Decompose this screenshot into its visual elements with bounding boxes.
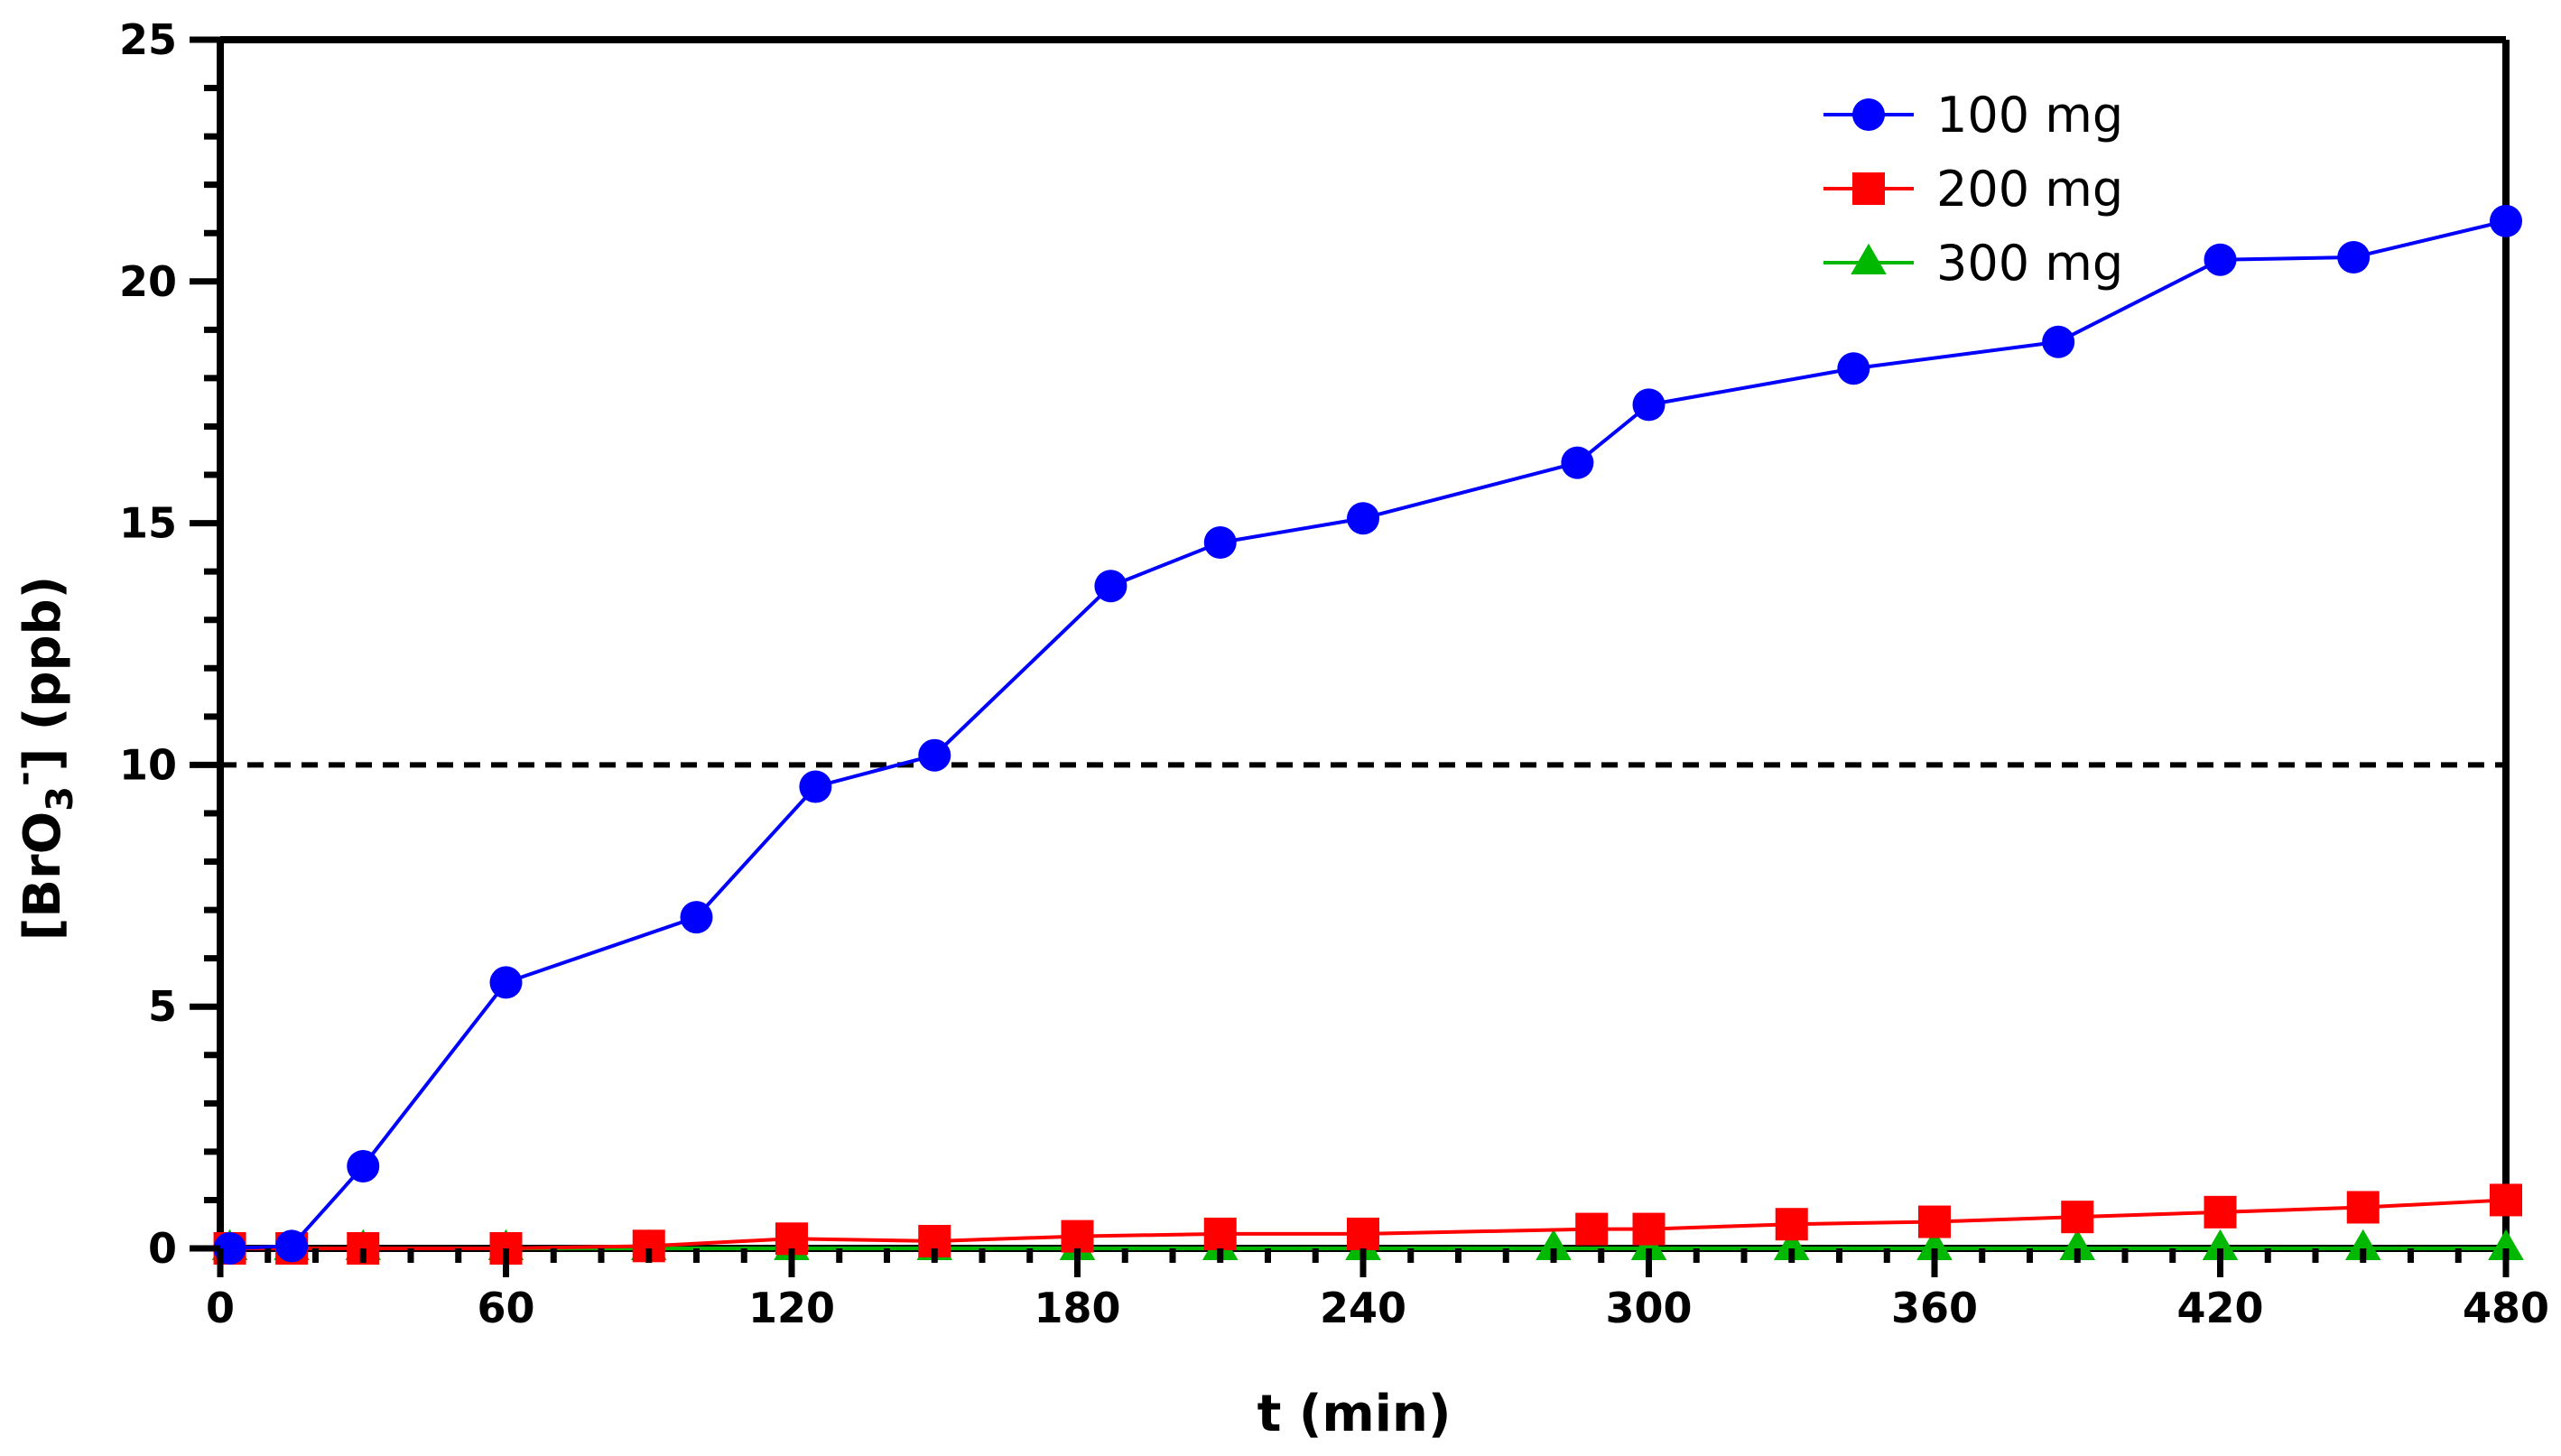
data-point [1561, 446, 1594, 479]
data-point [1347, 502, 1379, 535]
data-point [2061, 1201, 2094, 1234]
data-point [918, 738, 951, 772]
y-tick-label: 20 [119, 257, 177, 306]
data-point [2337, 241, 2371, 274]
legend-label: 300 mg [1936, 235, 2123, 292]
legend-label: 200 mg [1936, 161, 2123, 218]
y-axis-title-subscript: 3 [40, 786, 81, 811]
y-axis: 0 5 10 15 20 25 [119, 15, 220, 1273]
data-point [1061, 1220, 1094, 1253]
x-tick-label: 420 [2176, 1284, 2263, 1332]
y-tick-label: 25 [119, 15, 177, 64]
data-point [1575, 1212, 1609, 1246]
data-point [2490, 204, 2522, 237]
data-point [1837, 352, 1870, 385]
y-tick-label: 15 [119, 499, 177, 548]
x-tick-label: 360 [1891, 1284, 1978, 1332]
data-point [799, 770, 832, 803]
y-tick-label: 10 [119, 740, 177, 789]
data-point [2346, 1191, 2380, 1224]
legend: 100 mg 200 mg 300 mg [1823, 87, 2123, 292]
data-point [680, 901, 713, 934]
data-point [489, 966, 523, 999]
data-point [1347, 1217, 1379, 1250]
data-point [1773, 1229, 1810, 1260]
data-point [1094, 570, 1127, 603]
data-point [1632, 1212, 1666, 1246]
data-point [2204, 1195, 2237, 1229]
y-tick-label: 0 [148, 1224, 177, 1273]
plot-frame [217, 36, 2510, 1259]
data-point [2204, 243, 2237, 276]
legend-marker [1852, 172, 1885, 205]
data-point [2042, 325, 2075, 358]
y-axis-title: [BrO3-] (ppb) [4, 576, 81, 941]
x-tick-label: 120 [748, 1284, 835, 1332]
x-tick-label: 0 [206, 1284, 235, 1332]
data-point [1632, 388, 1666, 422]
x-axis-title: t (min) [1257, 1385, 1452, 1443]
data-point [2490, 1183, 2522, 1217]
legend-marker [1851, 243, 1887, 274]
data-point [2202, 1229, 2239, 1260]
x-tick-label: 300 [1605, 1284, 1692, 1332]
x-tick-label: 480 [2463, 1284, 2549, 1332]
data-point [2059, 1229, 2096, 1260]
legend-item: 300 mg [1823, 235, 2123, 292]
legend-item: 200 mg [1823, 161, 2123, 218]
y-axis-title-suffix: ] (ppb) [14, 576, 72, 772]
x-tick-label: 180 [1034, 1284, 1120, 1332]
data-point [2344, 1229, 2381, 1260]
x-axis: 0 60 120 180 240 300 360 420 480 [206, 1248, 2549, 1332]
y-tick-label: 5 [148, 982, 177, 1031]
y-axis-title-prefix: [BrO [14, 811, 72, 941]
data-point [275, 1229, 309, 1263]
legend-label: 100 mg [1936, 87, 2123, 144]
data-point [1203, 526, 1237, 560]
series-line [229, 1198, 2507, 1250]
data-point [2488, 1229, 2524, 1260]
legend-item: 100 mg [1823, 87, 2123, 144]
data-point [1916, 1229, 1953, 1260]
data-point [347, 1149, 380, 1182]
data-point [1775, 1208, 1808, 1241]
series-line [229, 218, 2507, 1250]
data-point [1536, 1229, 1572, 1260]
series-100-mg [213, 204, 2522, 1265]
x-tick-label: 240 [1320, 1284, 1406, 1332]
legend-marker [1852, 98, 1885, 131]
data-point [1203, 1217, 1237, 1250]
y-axis-title-superscript: - [4, 771, 45, 786]
series-layer [211, 204, 2524, 1265]
x-tick-label: 60 [477, 1284, 534, 1332]
data-point [1918, 1205, 1951, 1238]
